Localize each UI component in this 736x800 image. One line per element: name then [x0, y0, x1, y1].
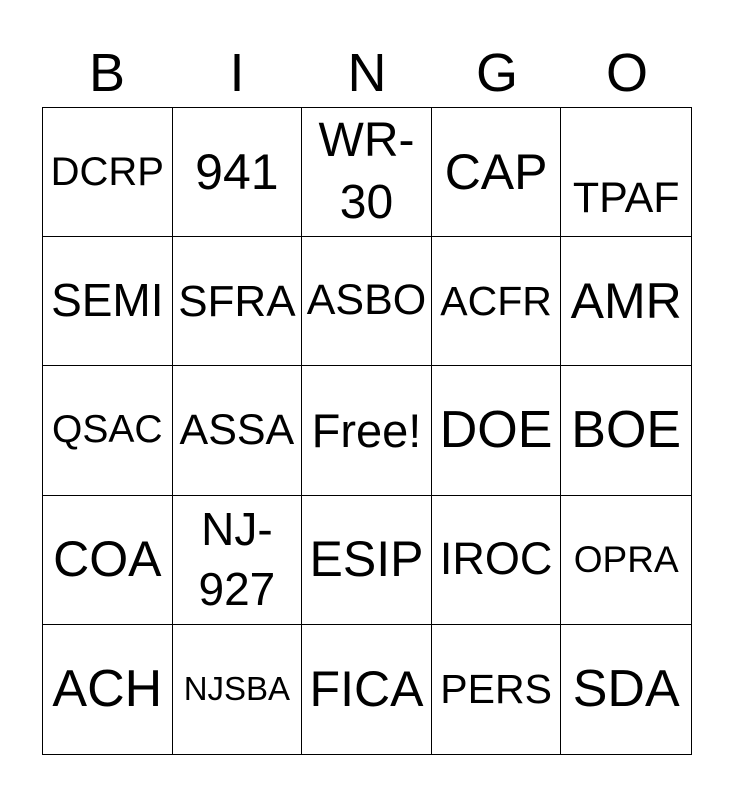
bingo-cell-text: ASBO	[307, 273, 427, 329]
bingo-cell-text: QSAC	[52, 405, 163, 456]
bingo-cell[interactable]: ASBO	[302, 237, 432, 367]
bingo-header-letter-o: O	[605, 43, 648, 103]
bingo-cell[interactable]: IROC	[431, 495, 562, 625]
bingo-cell-text: CAP	[445, 140, 548, 205]
bingo-header-letter-b: B	[88, 43, 126, 103]
bingo-cell-line: 941	[195, 143, 279, 200]
bingo-cell-line: NJ-	[201, 502, 273, 555]
bingo-cell[interactable]: DOE	[431, 366, 562, 496]
bingo-cell-text: DOE	[440, 397, 553, 465]
bingo-cell-line: AMR	[570, 272, 682, 329]
bingo-cell[interactable]: WR- 30	[302, 108, 432, 238]
bingo-cell-free-space[interactable]: Free!	[302, 366, 432, 496]
bingo-cell[interactable]: COA	[43, 495, 173, 625]
bingo-cell-text: Free!	[312, 400, 422, 461]
bingo-cell-text: NJSBA	[184, 668, 290, 711]
bingo-cell-text: AMR	[571, 269, 682, 334]
bingo-cell-line: QSAC	[52, 408, 163, 452]
bingo-cell[interactable]: QSAC	[43, 366, 173, 496]
bingo-cell-line: 927	[198, 562, 276, 615]
bingo-cell[interactable]: SEMI	[43, 237, 173, 367]
bingo-cell-line: DOE	[439, 400, 553, 459]
bingo-cell-line: ESIP	[309, 531, 424, 588]
bingo-cell-text: 941	[195, 140, 278, 205]
bingo-cell-line: Free!	[311, 403, 422, 457]
bingo-cell-text: WR- 30	[319, 110, 415, 235]
bingo-cell-line: ASBO	[306, 276, 427, 325]
bingo-cell[interactable]: DCRP	[43, 108, 173, 238]
bingo-cell[interactable]: BOE	[561, 366, 691, 496]
bingo-cell-text: IROC	[440, 530, 553, 589]
bingo-cell[interactable]: AMR	[561, 237, 691, 367]
bingo-cell-line: TPAF	[572, 174, 680, 223]
bingo-cell-line: DCRP	[50, 150, 164, 195]
bingo-cell-line: OPRA	[573, 538, 679, 580]
bingo-cell[interactable]: CAP	[431, 108, 562, 238]
bingo-cell-line: IROC	[439, 533, 553, 585]
bingo-cell[interactable]: NJ- 927	[172, 495, 303, 625]
bingo-cell[interactable]: PERS	[431, 624, 562, 754]
bingo-header-letter-i: I	[229, 43, 245, 103]
bingo-cell-text: PERS	[440, 663, 552, 716]
bingo-cell-text: SDA	[573, 656, 680, 724]
bingo-cell-text: NJ- 927	[199, 500, 276, 620]
bingo-cell-line: PERS	[440, 665, 552, 712]
bingo-cell[interactable]: FICA	[302, 624, 432, 754]
bingo-cell-text: ESIP	[310, 527, 424, 592]
bingo-cell-line: ASSA	[179, 405, 295, 454]
bingo-cell-line: NJSBA	[183, 669, 291, 707]
bingo-cell[interactable]: SDA	[561, 624, 691, 754]
bingo-cell-line: FICA	[309, 660, 424, 717]
bingo-cell-text: COA	[53, 527, 161, 592]
bingo-cell-text: ACFR	[440, 275, 552, 328]
bingo-cell[interactable]: 941	[172, 108, 303, 238]
bingo-cell-line: SEMI	[51, 274, 164, 327]
bingo-cell-text: ACH	[52, 656, 162, 724]
bingo-cell-text: TPAF	[573, 171, 680, 227]
bingo-cell-line: ACH	[52, 659, 163, 718]
bingo-cell-text: BOE	[571, 397, 681, 465]
bingo-cell-line: ACFR	[440, 277, 552, 324]
bingo-cell-text: OPRA	[574, 536, 679, 584]
bingo-cell[interactable]: ACH	[43, 624, 173, 754]
bingo-cell-text: ASSA	[180, 403, 295, 459]
bingo-cell[interactable]: ACFR	[431, 237, 562, 367]
bingo-cell-line: WR-	[318, 113, 415, 167]
bingo-cell[interactable]: SFRA	[172, 237, 303, 367]
bingo-cell[interactable]: OPRA	[561, 495, 691, 625]
bingo-cell-line: 30	[339, 176, 394, 230]
bingo-cell-line: SFRA	[178, 276, 296, 326]
bingo-header-letter-g: G	[475, 43, 518, 103]
bingo-cell-line: BOE	[571, 400, 682, 459]
bingo-cell-text: SFRA	[178, 273, 295, 330]
bingo-cell[interactable]: NJSBA	[172, 624, 303, 754]
bingo-cell-line: SDA	[572, 659, 680, 718]
bingo-cell-text: SEMI	[51, 271, 163, 331]
bingo-cell[interactable]: TPAF	[561, 108, 691, 238]
bingo-grid: DCRP 941 WR- 30 CAP TPAF SEMI SFRA ASBO ACFR AMR QS…	[42, 107, 692, 755]
bingo-cell[interactable]: ASSA	[172, 366, 303, 496]
bingo-cell-text: FICA	[310, 657, 424, 722]
bingo-cell-text: DCRP	[51, 146, 164, 198]
bingo-cell-line: CAP	[444, 143, 548, 200]
bingo-cell[interactable]: ESIP	[302, 495, 432, 625]
bingo-header-letter-n: N	[347, 43, 387, 103]
bingo-cell-line: COA	[53, 531, 162, 588]
